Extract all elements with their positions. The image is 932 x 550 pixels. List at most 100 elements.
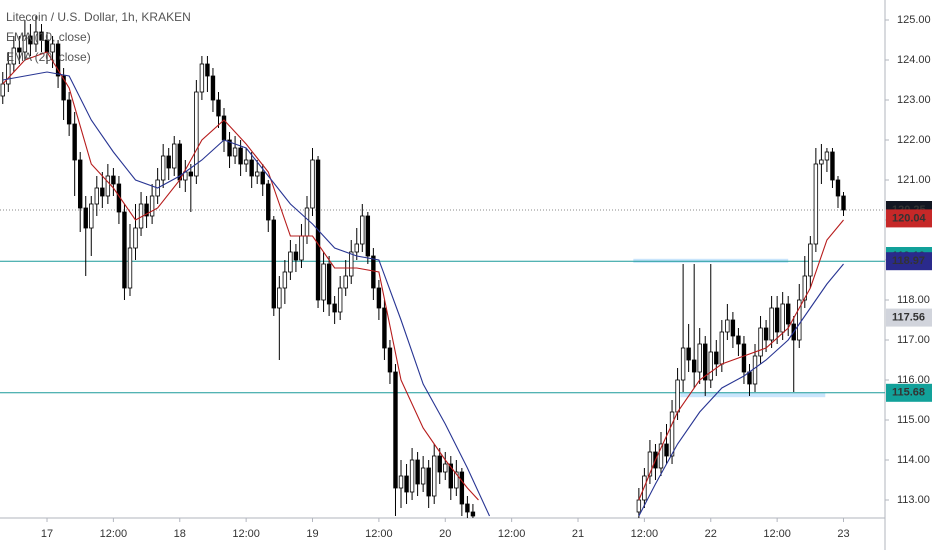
candle-body <box>166 155 171 169</box>
y-tick-label: 123.00 <box>897 94 931 106</box>
candle-body <box>841 195 846 211</box>
candle-body <box>227 139 232 157</box>
candle-body <box>105 175 111 197</box>
candle-body <box>697 343 702 373</box>
candle-body <box>216 99 221 117</box>
candle-body <box>443 463 448 473</box>
y-tick-label: 122.00 <box>897 134 931 146</box>
price-label-bg <box>886 308 932 327</box>
y-tick-label: 125.00 <box>897 14 931 26</box>
candle-body <box>310 159 315 209</box>
ema-line <box>2 71 844 517</box>
candle-body <box>752 355 758 385</box>
candle-body <box>299 235 304 261</box>
x-tick-label: 23 <box>837 528 849 540</box>
candle-body <box>243 159 249 165</box>
x-tick-label: 12:00 <box>498 528 526 540</box>
x-tick-label: 17 <box>41 528 53 540</box>
candle-body <box>415 459 420 485</box>
candle-body <box>78 159 83 209</box>
candle-body <box>420 467 426 485</box>
price-label: 118.97 <box>892 255 925 267</box>
candle-body <box>398 475 404 489</box>
candle-body <box>55 43 61 77</box>
chart-title: Litecoin / U.S. Dollar, 1h, KRAKEN <box>6 10 191 24</box>
candle-body <box>304 207 310 237</box>
candle-body <box>824 151 830 161</box>
candle-body <box>22 35 28 53</box>
candle-body <box>326 263 332 305</box>
x-tick-label: 18 <box>174 528 186 540</box>
axes: 113.00114.00115.00116.00117.00118.00119.… <box>41 14 932 540</box>
price-label-bg <box>886 383 932 402</box>
candle-body <box>172 143 177 169</box>
candle-body <box>719 331 725 365</box>
candle-body <box>382 307 387 349</box>
candle-body <box>432 455 437 497</box>
candle-body <box>360 215 365 245</box>
candle-body <box>349 251 354 277</box>
candle-body <box>708 351 713 381</box>
x-tick-label: 12:00 <box>232 528 260 540</box>
candle-body <box>149 195 155 217</box>
candle-body <box>337 287 343 313</box>
candle-body <box>393 371 398 489</box>
candle-body <box>437 455 442 473</box>
candle-body <box>72 123 77 161</box>
candle-body <box>819 159 824 165</box>
legend-entry: EMA (20, close) <box>6 50 91 64</box>
candle-body <box>636 499 642 513</box>
candle-body <box>28 35 33 45</box>
ema-line <box>2 51 844 501</box>
candle-body <box>409 459 415 493</box>
plot-area <box>0 16 885 518</box>
price-label-bg <box>886 252 932 271</box>
y-tick-label: 121.00 <box>897 174 931 186</box>
candle-body <box>17 47 22 53</box>
candle-body <box>365 215 371 257</box>
candle-body <box>61 75 66 101</box>
candle-body <box>232 147 238 157</box>
candle-body <box>39 31 44 41</box>
candle-body <box>66 99 72 125</box>
candle-body <box>205 63 210 77</box>
candle-body <box>459 471 465 505</box>
candle-body <box>802 275 807 301</box>
price-label: 115.68 <box>892 387 925 399</box>
price-label: 120.04 <box>892 212 927 224</box>
candle-body <box>741 343 747 373</box>
candle-body <box>387 347 393 373</box>
candle-body <box>6 63 11 85</box>
candle-body <box>343 275 348 289</box>
candle-body <box>786 303 791 325</box>
candle-body <box>160 155 166 181</box>
candle-body <box>448 463 453 489</box>
candle-body <box>470 511 476 517</box>
candle-body <box>747 371 752 385</box>
candle-body <box>282 271 288 289</box>
candle-body <box>703 343 708 381</box>
candle-body <box>255 171 260 177</box>
candle-body <box>736 335 741 345</box>
candle-body <box>669 411 675 457</box>
candle-body <box>288 251 293 273</box>
candle-body <box>238 147 243 165</box>
price-label-bg <box>886 209 932 228</box>
x-tick-label: 20 <box>439 528 451 540</box>
candle-body <box>725 319 730 333</box>
candle-body <box>332 303 337 313</box>
candle-body <box>774 307 780 333</box>
candle-body <box>266 183 271 221</box>
candle-body <box>763 327 769 341</box>
candle-body <box>133 227 138 249</box>
y-tick-label: 115.00 <box>897 414 930 426</box>
y-tick-label: 114.00 <box>897 454 930 466</box>
candle-body <box>835 179 841 197</box>
candle-body <box>33 31 39 45</box>
candle-body <box>0 83 5 97</box>
x-tick-label: 19 <box>306 528 318 540</box>
candle-body <box>813 163 819 245</box>
candle-body <box>11 47 17 65</box>
time-axis <box>0 518 885 550</box>
